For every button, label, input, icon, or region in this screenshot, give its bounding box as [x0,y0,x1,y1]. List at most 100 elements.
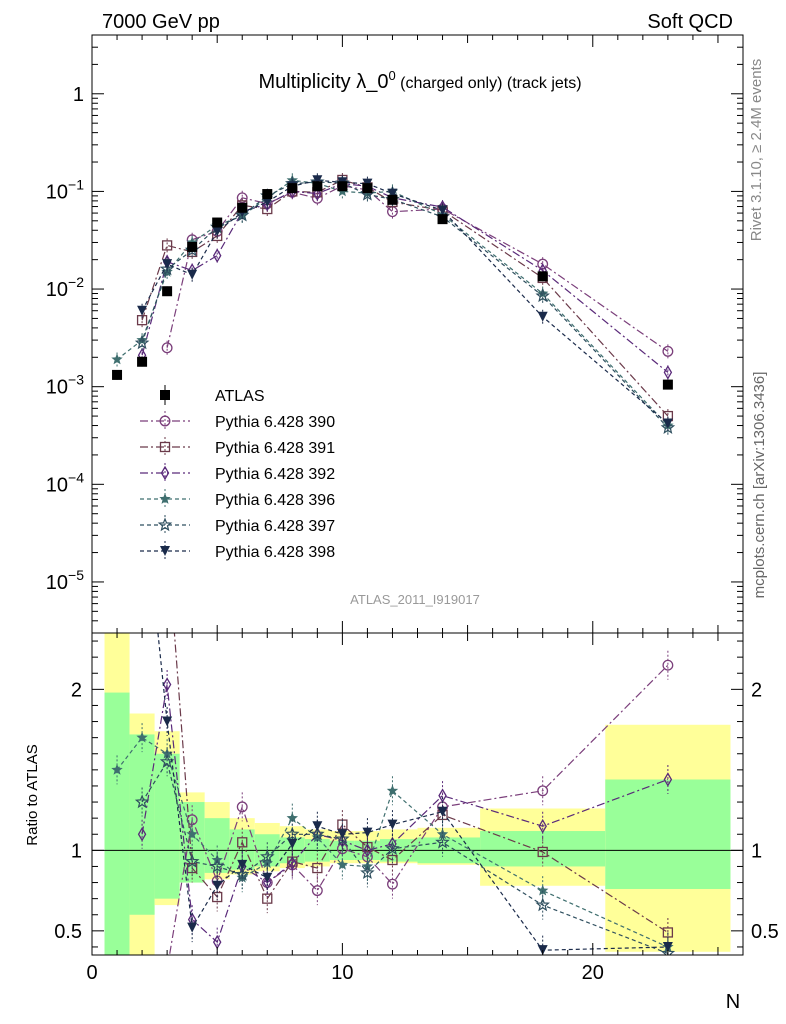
data-point [660,945,676,955]
data-point [313,186,322,201]
data-point [212,217,223,228]
data-point [159,261,175,276]
data-point [537,846,548,858]
data-point [212,880,223,891]
data-point [186,828,198,840]
data-point [662,345,674,357]
data-point [137,826,147,842]
x-tick-label: 20 [582,962,604,984]
data-point [437,806,448,817]
data-point [535,897,550,912]
data-point [362,827,373,838]
series-line [141,183,669,373]
axes: 0 10 20 1 10−1 10−2 10−3 10−4 10−5 0.5 0.5 1 1 2 2 [46,34,779,984]
data-point [209,858,225,873]
data-point [187,241,198,252]
data-point [287,838,298,849]
data-point [212,226,223,237]
data-point [285,826,300,841]
legend-label: Pythia 6.428 396 [215,492,335,509]
ratio-panel-series [111,475,676,955]
data-point [163,532,172,541]
data-point [286,812,298,823]
data-point [186,236,198,248]
data-point [387,188,398,199]
process-label: Soft QCD [647,11,733,33]
data-point [362,183,373,194]
ratio-y-axis-label: Ratio to ATLAS [24,744,41,845]
data-point [160,465,170,481]
legend-entry: Pythia 6.428 397 [140,515,335,535]
x-axis-label: N [726,991,740,1013]
data-point [137,475,147,485]
legend-label: Pythia 6.428 392 [215,466,335,483]
data-point [162,677,172,692]
data-point [662,418,673,429]
series-ratio-line [141,760,669,954]
ratio-y-tick-label: 0.5 [54,921,82,943]
plot-title: Multiplicity λ_00 (charged only) (track … [258,68,581,93]
x-tick-label: 0 [86,962,97,984]
data-point [311,885,323,897]
data-point [184,853,200,868]
ratio-y-tick-label-right: 2 [751,679,762,701]
data-point [663,772,673,787]
data-point [337,181,348,192]
ratio-y-tick-label-right: 0.5 [751,921,779,943]
data-point [236,801,248,813]
data-point [112,369,123,380]
data-point [160,390,170,400]
x-tick-label: 10 [331,962,353,984]
data-point [338,833,347,848]
data-point [312,862,323,874]
data-point [138,577,147,586]
energy-label: 7000 GeV pp [102,11,220,33]
series-line [141,179,669,424]
data-point [111,353,123,365]
data-point [137,356,148,367]
data-point [537,785,549,797]
data-point [157,517,173,532]
data-point [162,259,173,270]
data-point [237,837,248,848]
data-point [137,305,148,316]
data-point [212,248,222,263]
rivet-label: Rivet 3.1.10, ≥ 2.4M events [748,59,765,242]
legend-entry: Pythia 6.428 391 [140,437,335,457]
data-point [663,365,673,380]
data-point [312,821,323,832]
legend: ATLAS Pythia 6.428 390 Pythia 6.428 391 Pyt… [140,385,335,561]
analysis-label: ATLAS_2011_I919017 [350,592,480,607]
data-point [288,855,297,871]
band-inner [104,692,130,955]
data-point [162,716,173,727]
data-point [662,659,674,671]
ratio-uncertainty-bands [104,633,731,955]
data-point [437,214,448,225]
legend-entry: ATLAS [160,385,265,405]
data-point [159,415,171,427]
data-point [187,922,198,933]
band-inner [605,779,731,889]
data-point [537,311,548,322]
ratio-y-tick-label-right: 1 [751,840,762,862]
y-tick-label: 10−1 [46,176,84,203]
data-point [337,829,348,840]
data-point [162,286,173,297]
data-point [336,858,349,870]
data-point [237,202,248,213]
data-point [161,240,173,251]
data-point [537,884,549,896]
data-point [312,175,323,186]
legend-label: Pythia 6.428 390 [215,414,335,431]
data-point [234,866,250,881]
data-point [538,818,547,834]
data-point [385,841,400,855]
main-panel-frame [91,34,744,634]
y-tick-label: 10−2 [46,274,84,301]
legend-label: Pythia 6.428 391 [215,440,335,457]
main-panel-series [111,172,676,435]
data-point [312,181,323,192]
legend-label: Pythia 6.428 398 [215,544,335,561]
